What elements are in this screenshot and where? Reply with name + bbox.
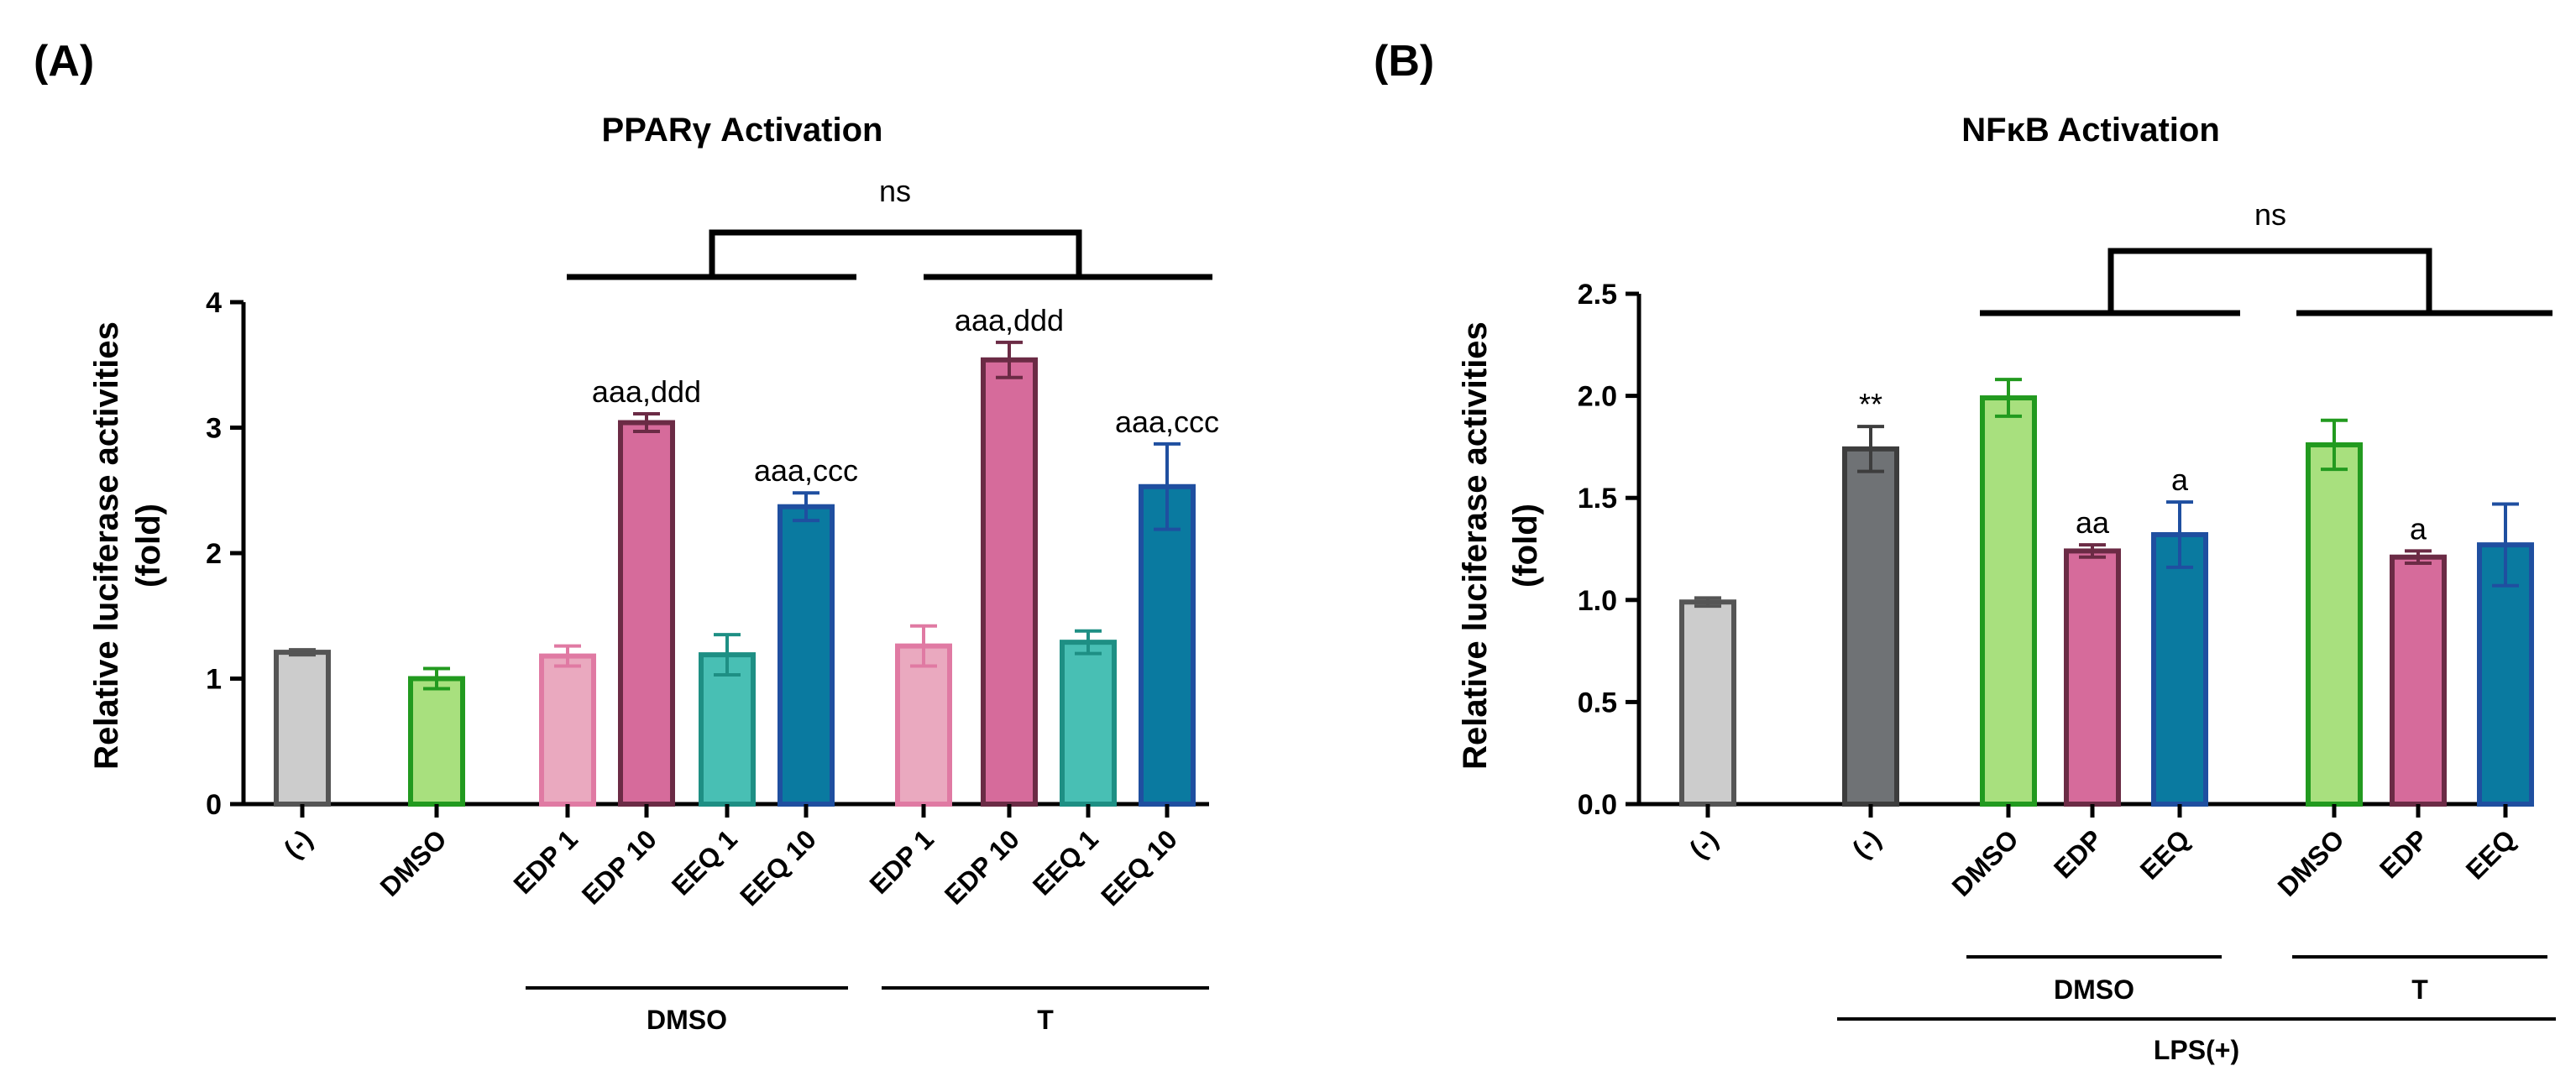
- bar: [408, 676, 465, 807]
- y-tick-label: 2.0: [1578, 381, 1617, 413]
- bracket-connector: [709, 229, 1082, 277]
- significance-annotation: aaa,ccc: [1115, 405, 1219, 439]
- group-label: DMSO: [647, 1005, 727, 1035]
- category-label: EEQ 1: [666, 823, 743, 901]
- significance-label: ns: [879, 174, 911, 208]
- y-tick-label: 2.5: [1578, 279, 1617, 311]
- y-axis-label-unit: (fold): [130, 504, 167, 588]
- y-axis-label-unit: (fold): [1507, 504, 1544, 588]
- category-label: EEQ 1: [1027, 823, 1104, 901]
- category-label: EDP: [2048, 823, 2108, 884]
- bar: [895, 643, 952, 807]
- y-tick-label: 3: [206, 413, 222, 445]
- category-label: EEQ 10: [1095, 823, 1183, 912]
- y-tick-label: 0: [206, 789, 222, 821]
- category-label: EEQ: [2134, 823, 2196, 885]
- category-label: DMSO: [2272, 823, 2350, 901]
- y-tick-label: 2: [206, 538, 222, 570]
- category-label: (-): [278, 823, 318, 864]
- category-label: EDP 1: [864, 823, 940, 899]
- significance-annotation: **: [1859, 387, 1882, 421]
- panel-b-nfkb-chart: (B) NFκB Activation Relative luciferase ac…: [1374, 37, 2556, 1065]
- y-tick-label: 0.5: [1578, 687, 1617, 718]
- y-tick-label: 0.0: [1578, 789, 1617, 821]
- significance-annotation: aa: [2076, 505, 2110, 540]
- bar: [1842, 446, 1899, 807]
- bar: [274, 650, 331, 807]
- outer-group-label: LPS(+): [2154, 1035, 2239, 1065]
- category-label: EDP: [2374, 823, 2434, 884]
- category-label: EDP 1: [508, 823, 584, 899]
- significance-annotation: a: [2171, 462, 2189, 497]
- panel-a-ppar-gamma-chart: (A) PPARγ Activation Relative luciferase a…: [34, 37, 1219, 1035]
- group-label: T: [1037, 1005, 1054, 1035]
- chart-title: PPARγ Activation: [602, 112, 883, 149]
- bar: [2151, 531, 2208, 807]
- y-tick-label: 1.0: [1578, 585, 1617, 617]
- bar: [699, 652, 756, 807]
- significance-annotation: aaa,ddd: [955, 303, 1064, 337]
- bar: [981, 357, 1038, 807]
- bar: [2306, 442, 2363, 807]
- panel-label: (B): [1374, 37, 1434, 86]
- category-label: EEQ 10: [734, 823, 822, 912]
- group-label: T: [2411, 974, 2428, 1005]
- category-label: DMSO: [374, 823, 453, 901]
- bar: [778, 504, 835, 807]
- significance-annotation: aaa,ccc: [754, 453, 858, 488]
- bar: [2064, 548, 2121, 807]
- y-axis-label: Relative luciferase activities: [88, 321, 125, 770]
- significance-annotation: aaa,ddd: [592, 374, 701, 409]
- bar: [2390, 554, 2447, 807]
- chart-title: NFκB Activation: [1961, 112, 2220, 149]
- panel-label: (A): [34, 37, 94, 86]
- category-label: (-): [1683, 823, 1724, 864]
- group-label: DMSO: [2054, 974, 2134, 1005]
- category-label: EDP 10: [939, 823, 1025, 910]
- y-tick-label: 1: [206, 664, 222, 696]
- category-label: EEQ: [2460, 823, 2521, 885]
- bar: [539, 653, 596, 807]
- category-label: (-): [1846, 823, 1887, 864]
- bar: [1139, 483, 1196, 807]
- bar: [1060, 640, 1117, 807]
- bracket-connector: [2107, 248, 2432, 313]
- y-tick-label: 1.5: [1578, 483, 1617, 515]
- bar: [1679, 599, 1736, 807]
- category-label: EDP 10: [576, 823, 662, 910]
- significance-annotation: a: [2410, 511, 2427, 546]
- bar: [618, 420, 675, 807]
- bar: [1980, 395, 2037, 807]
- category-label: DMSO: [1946, 823, 2024, 901]
- significance-label: ns: [2254, 197, 2286, 232]
- y-axis-label: Relative luciferase activities: [1457, 321, 1494, 770]
- y-tick-label: 4: [206, 287, 222, 319]
